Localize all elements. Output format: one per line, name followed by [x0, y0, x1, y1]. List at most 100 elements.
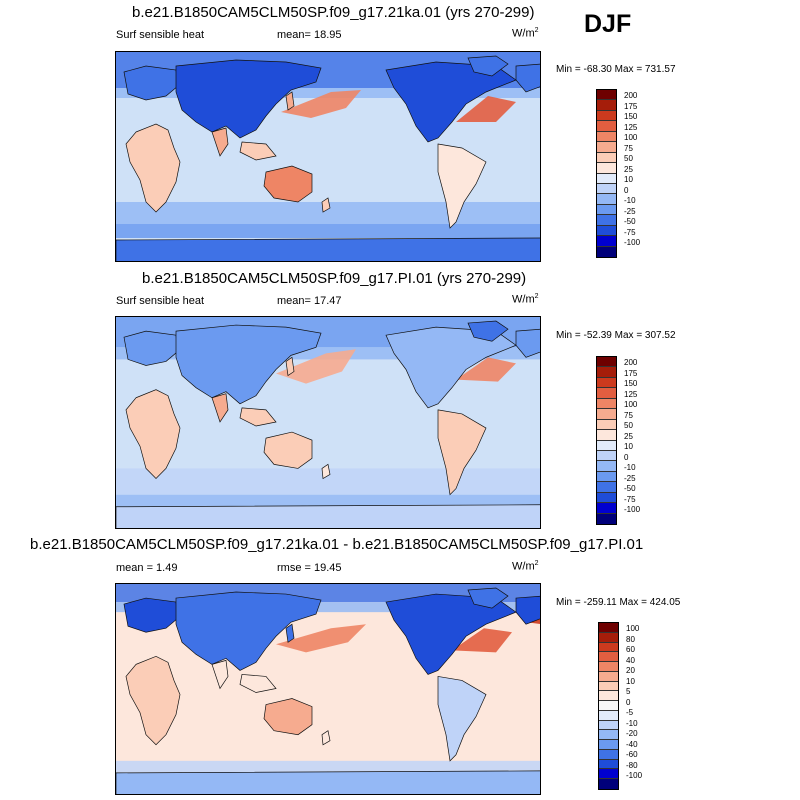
landmass-asia [175, 324, 322, 405]
panel3-minmax: Min = -259.11 Max = 424.05 [556, 597, 681, 608]
colorbar-tick-label: 40 [626, 655, 635, 665]
colorbar-swatch [599, 671, 618, 682]
landmass-asia [175, 59, 322, 139]
colorbar-tick-label: 5 [626, 687, 631, 696]
panel2-minmax: Min = -52.39 Max = 307.52 [556, 330, 676, 341]
colorbar-swatch [599, 710, 618, 721]
panel2-units: W/m2 [512, 293, 539, 306]
colorbar-swatch [599, 720, 618, 731]
colorbar-swatch [599, 662, 618, 672]
landmass-japan [285, 356, 295, 377]
colorbar-swatch [597, 450, 616, 462]
landmass-antarctica [116, 770, 540, 794]
colorbar-tick-label: 0 [624, 452, 629, 462]
ocean-anomaly-region [456, 357, 516, 382]
landmass-greenland [467, 587, 509, 609]
season-label: DJF [584, 10, 632, 38]
colorbar-tick-label: 75 [624, 410, 633, 420]
landmass-europe [123, 65, 179, 101]
colorbar-tick-label: 60 [626, 645, 635, 654]
colorbar-swatch [597, 173, 616, 184]
colorbar-tick-label: -50 [624, 217, 636, 226]
colorbar-tick-label: 0 [626, 697, 631, 707]
panel2-map-field [116, 317, 540, 528]
colorbar-tick-label: 80 [626, 634, 635, 644]
colorbar-tick-label: 125 [624, 389, 638, 399]
colorbar-swatch [597, 367, 616, 378]
colorbar-swatch [599, 759, 618, 770]
colorbar-swatch [599, 691, 618, 701]
landmass-australia [263, 431, 313, 469]
colorbar-tick-label: 100 [624, 133, 638, 142]
colorbar-swatch [597, 440, 616, 451]
colorbar-tick-label: 25 [624, 164, 633, 174]
colorbar-tick-label: -80 [626, 760, 638, 770]
landmass-antarctica [116, 504, 540, 528]
colorbar-swatch [597, 388, 616, 399]
landmass-nz [321, 197, 331, 213]
panel3-mean-label: mean = 1.49 [116, 562, 178, 574]
colorbar-swatch [597, 513, 616, 524]
ocean-anomaly-region [281, 90, 361, 118]
colorbar-tick-label: -25 [624, 473, 636, 483]
latitude-band [116, 202, 540, 224]
panel3-rmse-label: rmse = 19.45 [277, 562, 342, 574]
landmass-seasia [239, 407, 277, 427]
panel1-colorbar-labels: 200 175 150 125 100 75 50 25 10 0 -10 -25 -50 -75 -100 [624, 91, 640, 249]
colorbar-swatch [597, 131, 616, 143]
landmass-africa [125, 655, 181, 746]
colorbar-swatch [597, 236, 616, 247]
colorbar-tick-label: 10 [624, 442, 633, 451]
panel1-map [115, 51, 541, 262]
colorbar-swatch [599, 632, 618, 643]
colorbar-tick-label: 150 [624, 112, 638, 121]
ocean-anomaly-region [452, 628, 512, 653]
landmass-europe [123, 597, 179, 633]
landmass-samerica [437, 143, 487, 229]
latitude-band [116, 224, 540, 238]
landmass-greenland [467, 55, 509, 77]
panel1-variable-label: Surf sensible heat [116, 29, 205, 41]
colorbar-tick-label: -60 [626, 750, 638, 759]
colorbar-swatch [599, 681, 618, 692]
colorbar-swatch [597, 110, 616, 122]
colorbar-swatch [597, 194, 616, 205]
landmass-africa [125, 389, 181, 480]
landmass-eurosmall [515, 328, 540, 358]
colorbar-tick-label: 200 [624, 91, 638, 100]
colorbar-tick-label: -50 [624, 484, 636, 493]
colorbar-swatch [599, 623, 618, 633]
panel2-colorbar [596, 356, 617, 525]
colorbar-swatch [599, 652, 618, 662]
colorbar-swatch [599, 642, 618, 653]
colorbar-swatch [597, 471, 616, 483]
ocean-anomaly-region [276, 624, 366, 653]
colorbar-swatch [599, 701, 618, 711]
colorbar-swatch [597, 152, 616, 164]
colorbar-tick-label: -75 [624, 227, 636, 237]
colorbar-swatch [597, 225, 616, 237]
colorbar-tick-label: 150 [624, 379, 638, 388]
colorbar-tick-label: -5 [626, 708, 634, 717]
landmass-australia [263, 165, 313, 203]
colorbar-tick-label: -100 [624, 238, 641, 247]
colorbar-swatch [597, 492, 616, 504]
panel1-colorbar [596, 89, 617, 258]
colorbar-tick-label: 175 [624, 368, 638, 378]
colorbar-swatch [597, 409, 616, 420]
panel3-map [115, 583, 541, 795]
colorbar-swatch [597, 183, 616, 195]
colorbar-tick-label: 50 [624, 421, 633, 430]
colorbar-tick-label: -10 [624, 196, 636, 205]
colorbar-swatch [597, 215, 616, 226]
colorbar-swatch [599, 779, 618, 789]
landmass-asia [175, 591, 322, 671]
colorbar-swatch [597, 121, 616, 132]
colorbar-swatch [597, 142, 616, 153]
landmass-japan [285, 623, 295, 643]
ocean-anomaly-region [276, 349, 356, 384]
latitude-band [116, 88, 540, 98]
landmass-africa [125, 123, 181, 213]
panel3-colorbar [598, 622, 619, 790]
panel2-title: b.e21.B1850CAM5CLM50SP.f09_g17.PI.01 (yr… [142, 270, 527, 287]
